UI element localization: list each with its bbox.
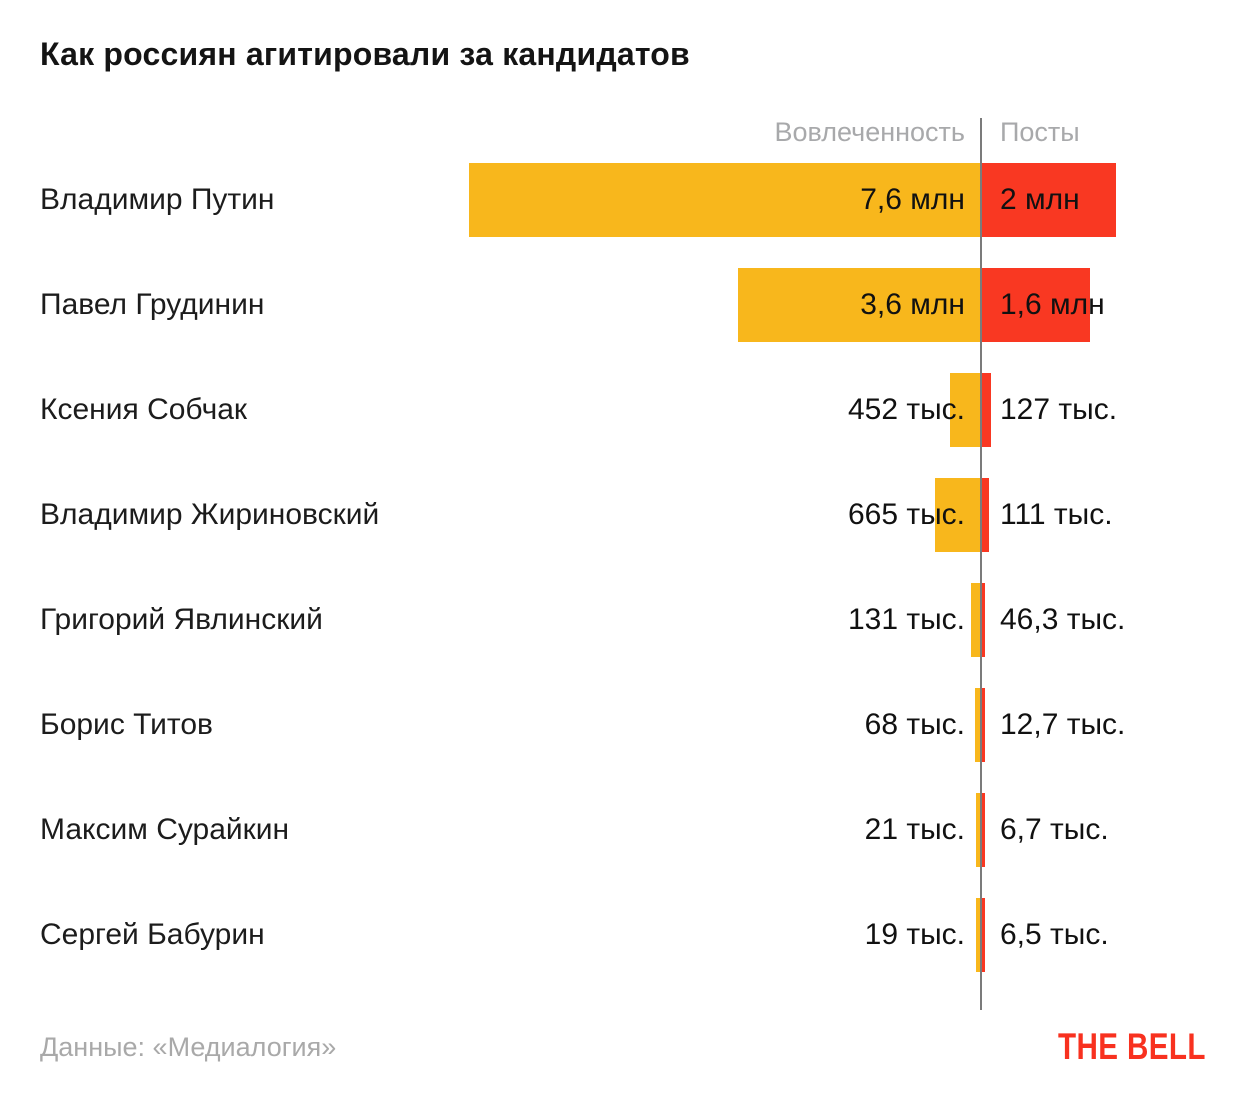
engagement-bar xyxy=(976,898,980,972)
posts-value: 46,3 тыс. xyxy=(1000,603,1126,636)
engagement-value: 21 тыс. xyxy=(864,813,965,846)
engagement-bar xyxy=(976,793,980,867)
data-source-caption: Данные: «Медиалогия» xyxy=(40,1032,337,1062)
posts-value: 12,7 тыс. xyxy=(1000,708,1126,741)
chart-title: Как россиян агитировали за кандидатов xyxy=(40,36,690,72)
posts-bar xyxy=(982,478,990,552)
posts-bar xyxy=(982,163,1117,237)
column-header-engagement: Вовлеченность xyxy=(774,117,965,147)
candidate-name: Павел Грудинин xyxy=(40,288,265,321)
candidate-name: Владимир Жириновский xyxy=(40,498,380,531)
posts-value: 6,5 тыс. xyxy=(1000,918,1109,951)
posts-value: 2 млн xyxy=(1000,183,1080,216)
posts-value: 1,6 млн xyxy=(1000,288,1105,321)
engagement-value: 3,6 млн xyxy=(860,288,965,321)
candidate-name: Григорий Явлинский xyxy=(40,603,323,636)
engagement-value: 19 тыс. xyxy=(864,918,965,951)
posts-bar xyxy=(982,373,991,447)
posts-bar xyxy=(982,793,985,867)
candidate-name: Владимир Путин xyxy=(40,183,275,216)
engagement-value: 665 тыс. xyxy=(847,498,965,531)
candidate-name: Борис Титов xyxy=(40,708,213,741)
engagement-bar xyxy=(469,163,980,237)
engagement-bar xyxy=(975,688,980,762)
engagement-bar xyxy=(935,478,980,552)
engagement-value: 452 тыс. xyxy=(847,393,965,426)
posts-value: 111 тыс. xyxy=(1000,498,1113,531)
posts-bar xyxy=(982,583,986,657)
engagement-bar xyxy=(738,268,980,342)
engagement-value: 131 тыс. xyxy=(847,603,965,636)
engagement-bar xyxy=(949,373,980,447)
column-header-posts: Посты xyxy=(1000,117,1080,147)
candidate-name: Максим Сурайкин xyxy=(40,813,290,846)
posts-bar xyxy=(982,688,985,762)
posts-value: 127 тыс. xyxy=(1000,393,1118,426)
posts-bar xyxy=(982,268,1090,342)
posts-value: 6,7 тыс. xyxy=(1000,813,1109,846)
engagement-bar xyxy=(971,583,980,657)
the-bell-logo: THE BELL xyxy=(1058,1026,1206,1067)
candidate-name: Сергей Бабурин xyxy=(40,918,265,951)
axis-divider-line xyxy=(980,118,982,1010)
engagement-value: 7,6 млн xyxy=(860,183,965,216)
candidate-name: Ксения Собчак xyxy=(40,393,248,426)
posts-bar xyxy=(982,898,985,972)
engagement-value: 68 тыс. xyxy=(864,708,965,741)
